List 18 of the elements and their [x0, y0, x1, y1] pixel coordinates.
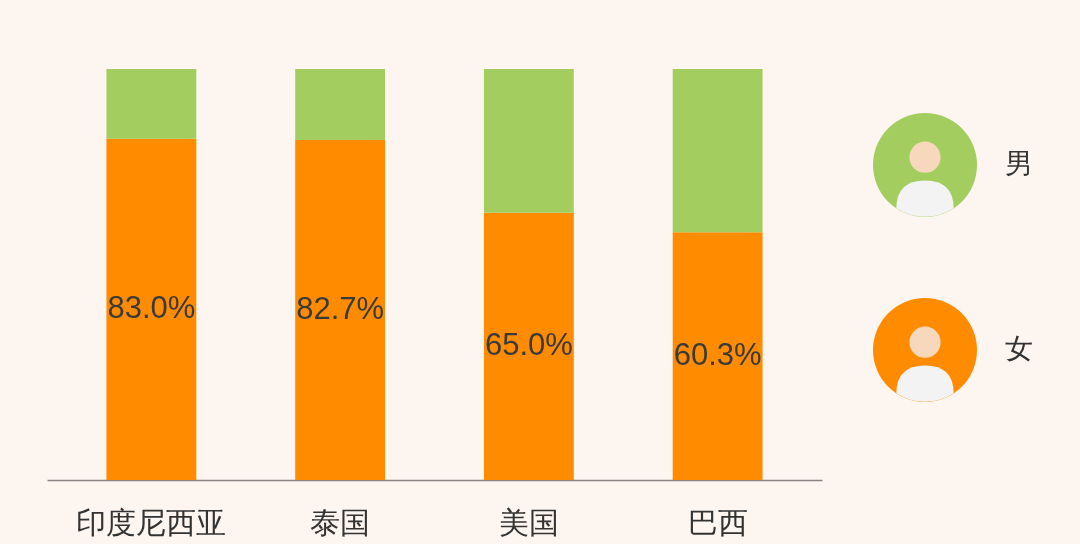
data-label: 82.7%	[296, 291, 385, 327]
bar	[106, 69, 197, 139]
bar	[483, 212, 574, 480]
bar	[295, 69, 386, 141]
bar	[672, 232, 763, 480]
text: 男	[1005, 148, 1033, 179]
bar	[672, 69, 763, 233]
x-tick-label: 印度尼西亚	[76, 505, 227, 539]
data-label: 60.3%	[673, 337, 762, 373]
data-label: 65.0%	[484, 327, 573, 363]
bar	[106, 138, 197, 480]
x-tick-label: 美国	[498, 505, 559, 539]
text: 女	[1005, 333, 1033, 364]
bar	[483, 69, 574, 213]
data-label: 83.0%	[107, 290, 196, 326]
x-tick-label: 巴西	[687, 505, 748, 539]
bar	[295, 140, 386, 480]
x-tick-label: 泰国	[310, 505, 371, 539]
